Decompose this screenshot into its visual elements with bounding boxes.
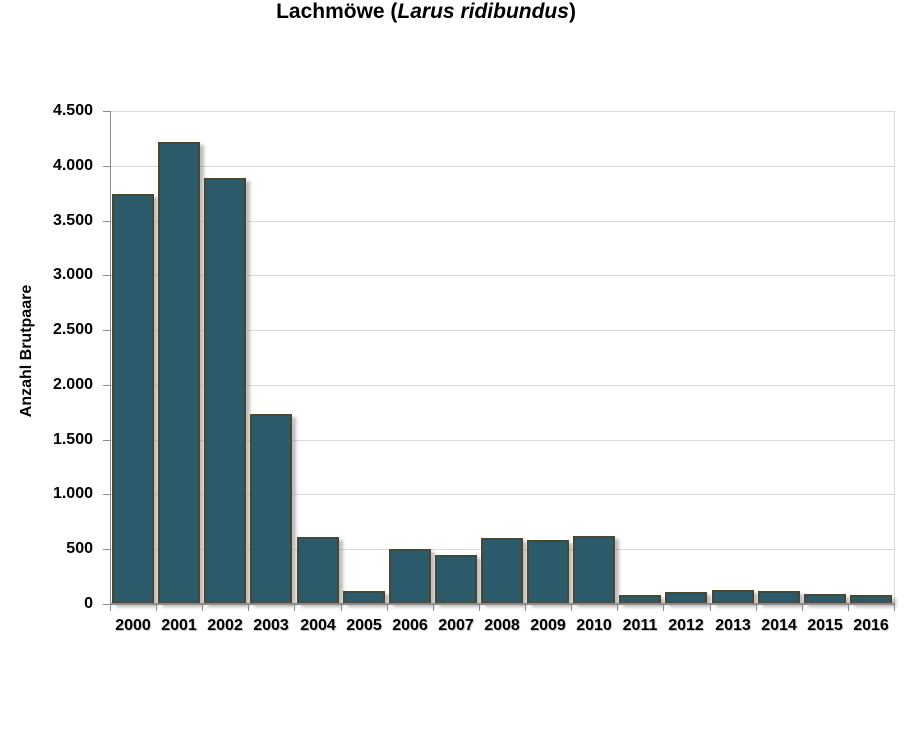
x-axis-tick (387, 604, 388, 611)
x-tick-label: 2016 (853, 617, 889, 634)
bar-2013 (712, 590, 754, 604)
y-tick-label: 500 (66, 540, 93, 557)
y-axis-tick (103, 330, 110, 331)
x-axis-tick (894, 604, 895, 611)
bar-2010 (573, 536, 615, 604)
x-axis-tick (617, 604, 618, 611)
x-axis-line (110, 603, 895, 605)
gridline (110, 440, 894, 441)
y-axis-tick (103, 440, 110, 441)
x-tick-label: 2009 (530, 617, 566, 634)
y-tick-label: 4.000 (52, 157, 93, 174)
chart-title-suffix: ) (568, 0, 576, 23)
plot-right-border (894, 111, 895, 611)
x-axis-tick (525, 604, 526, 611)
chart-title: Lachmöwe (Larus ridibundus) (0, 0, 852, 24)
gridline (110, 166, 894, 167)
y-axis-line (110, 111, 111, 604)
y-axis-tick (103, 385, 110, 386)
bar-2006 (389, 549, 431, 604)
bar-2002 (204, 178, 246, 604)
x-axis-tick (202, 604, 203, 611)
x-tick-label: 2006 (392, 617, 428, 634)
y-tick-label: 1.000 (52, 485, 93, 502)
chart-title-species: Larus ridibundus (397, 0, 569, 23)
bar-2003 (250, 414, 292, 604)
y-axis-tick (103, 221, 110, 222)
y-axis-tick (103, 549, 110, 550)
x-tick-label: 2001 (161, 617, 197, 634)
x-tick-label: 2012 (668, 617, 704, 634)
y-tick-label: 4.500 (52, 102, 93, 119)
x-axis-tick (248, 604, 249, 611)
x-axis-tick (710, 604, 711, 611)
x-axis-tick (110, 604, 111, 611)
x-tick-label: 2015 (807, 617, 843, 634)
x-axis-tick (848, 604, 849, 611)
x-tick-label: 2005 (346, 617, 382, 634)
gridline (110, 275, 894, 276)
bar-2009 (527, 540, 569, 604)
y-axis-tick (103, 275, 110, 276)
y-axis-tick (103, 604, 110, 605)
x-tick-label: 2002 (207, 617, 243, 634)
y-axis-tick (103, 111, 110, 112)
x-axis-tick (341, 604, 342, 611)
y-axis-tick (103, 494, 110, 495)
x-axis-tick (433, 604, 434, 611)
x-axis-tick (802, 604, 803, 611)
y-tick-label: 0 (84, 595, 93, 612)
x-axis-tick (663, 604, 664, 611)
bar-2004 (297, 537, 339, 604)
x-tick-label: 2010 (576, 617, 612, 634)
x-tick-label: 2004 (300, 617, 336, 634)
bar-2000 (112, 194, 154, 604)
x-tick-label: 2013 (715, 617, 751, 634)
gridline (110, 111, 894, 112)
bar-2008 (481, 538, 523, 604)
bar-2007 (435, 555, 477, 604)
x-tick-label: 2008 (484, 617, 520, 634)
x-axis-tick (294, 604, 295, 611)
x-tick-label: 2011 (622, 617, 658, 634)
gridline (110, 385, 894, 386)
x-tick-label: 2003 (253, 617, 289, 634)
y-tick-label: 2.000 (52, 376, 93, 393)
x-axis-tick (571, 604, 572, 611)
y-tick-label: 1.500 (52, 431, 93, 448)
gridline (110, 330, 894, 331)
x-axis-tick (756, 604, 757, 611)
y-axis-tick (103, 166, 110, 167)
x-tick-label: 2014 (761, 617, 797, 634)
x-tick-label: 2000 (115, 617, 151, 634)
y-tick-label: 3.500 (52, 212, 93, 229)
x-axis-tick (479, 604, 480, 611)
bar-2001 (158, 142, 200, 604)
y-tick-label: 3.000 (52, 266, 93, 283)
x-axis-tick (156, 604, 157, 611)
gridline (110, 494, 894, 495)
chart-title-prefix: Lachmöwe ( (276, 0, 398, 23)
y-tick-label: 2.500 (52, 321, 93, 338)
gridline (110, 221, 894, 222)
x-tick-label: 2007 (438, 617, 474, 634)
